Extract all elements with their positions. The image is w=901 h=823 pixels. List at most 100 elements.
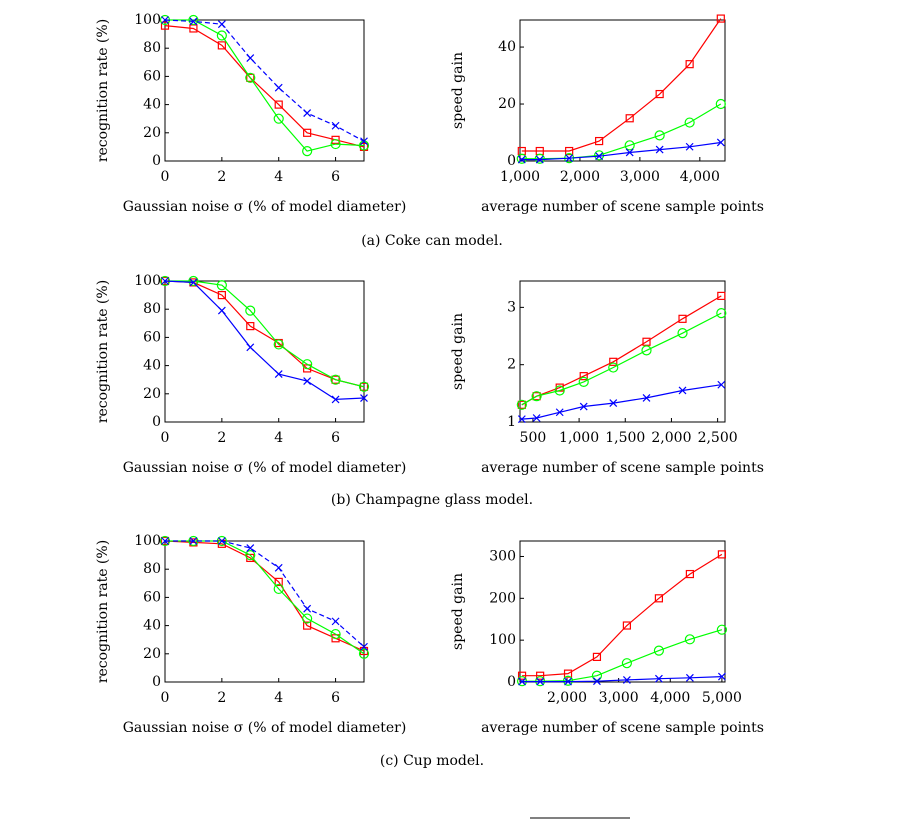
x-axis-label: Gaussian noise σ (% of model diameter) [123, 720, 407, 736]
marker [273, 113, 284, 124]
y-axis-label: recognition rate (%) [95, 280, 111, 423]
series-line [522, 676, 722, 683]
marker [717, 550, 727, 559]
marker [245, 72, 256, 83]
y-tick-label: 0 [152, 674, 161, 690]
marker [274, 563, 283, 572]
marker [591, 670, 603, 681]
y-tick-label: 0 [152, 414, 161, 430]
marker [517, 400, 526, 409]
x-tick-label: 4 [274, 430, 283, 446]
x-tick-label: 3,000 [599, 690, 639, 706]
marker [654, 130, 665, 141]
marker [716, 14, 725, 23]
marker [303, 377, 312, 386]
marker [609, 399, 618, 408]
marker [685, 569, 694, 579]
marker [161, 16, 169, 24]
y-tick-label: 40 [498, 39, 516, 55]
marker [684, 634, 695, 645]
marker [303, 364, 312, 373]
y-tick-label: 40 [143, 97, 161, 113]
marker [330, 374, 341, 385]
plot-frame [164, 280, 365, 423]
y-tick-label: 20 [143, 125, 161, 141]
marker [274, 83, 283, 92]
marker [717, 380, 726, 389]
x-tick-label: 0 [161, 169, 170, 185]
y-axis-label: speed gain [450, 52, 466, 129]
x-tick-label: 0 [161, 430, 170, 446]
plot-frame [519, 280, 726, 423]
marker [621, 658, 632, 669]
plot-frame [164, 19, 365, 162]
marker [274, 100, 283, 109]
marker [678, 386, 687, 395]
x-tick-label: 1,000 [559, 430, 599, 446]
marker [517, 155, 526, 164]
x-tick-label: 2 [217, 690, 226, 706]
marker [331, 395, 340, 404]
x-tick-label: 2,000 [651, 430, 691, 446]
marker [653, 645, 665, 656]
marker [246, 322, 255, 331]
marker [625, 114, 634, 123]
plot-frame [164, 540, 365, 683]
series-line [165, 19, 365, 152]
marker [593, 677, 601, 686]
marker [217, 291, 226, 300]
plot-frame [519, 540, 726, 683]
x-tick-label: 4 [274, 169, 283, 185]
marker [217, 537, 226, 545]
caption: (c) Cup model. [380, 753, 484, 769]
marker [303, 604, 312, 613]
series-line [521, 312, 722, 406]
marker [358, 648, 370, 659]
marker [358, 381, 370, 392]
marker [246, 73, 255, 82]
marker [330, 628, 341, 640]
x-tick-label: 2,000 [547, 690, 587, 706]
marker [555, 408, 564, 417]
marker [655, 145, 664, 154]
marker [685, 142, 694, 151]
marker [518, 677, 526, 686]
x-axis-label: average number of scene sample points [481, 460, 764, 476]
marker [516, 153, 527, 164]
marker [592, 652, 602, 661]
marker [246, 54, 255, 62]
marker [678, 314, 687, 323]
marker [360, 137, 368, 146]
marker [216, 30, 227, 41]
x-tick-label: 4 [274, 690, 283, 706]
x-tick-label: 500 [520, 430, 547, 446]
y-tick-label: 40 [143, 618, 161, 634]
y-axis-label: speed gain [450, 313, 466, 390]
marker [532, 392, 541, 401]
caption: (a) Coke can model. [361, 233, 503, 249]
marker [245, 549, 256, 561]
y-tick-label: 0 [507, 153, 516, 169]
marker [161, 277, 169, 285]
marker [608, 362, 619, 373]
marker [217, 20, 226, 29]
marker [273, 339, 284, 350]
marker [216, 280, 227, 291]
marker [189, 278, 198, 287]
marker [302, 359, 313, 370]
marker [160, 21, 170, 30]
y-tick-label: 100 [134, 273, 161, 289]
caption: (b) Champagne glass model. [331, 492, 533, 508]
marker [595, 152, 604, 161]
series-line [164, 280, 365, 388]
series-line [164, 25, 365, 148]
marker [578, 376, 589, 387]
y-tick-label: 0 [507, 674, 516, 690]
marker [655, 89, 664, 99]
marker [532, 414, 541, 422]
marker [217, 41, 226, 50]
x-axis-label: Gaussian noise σ (% of model diameter) [123, 460, 407, 476]
plot-frame [519, 19, 726, 162]
x-tick-label: 5,000 [702, 690, 742, 706]
marker [302, 146, 313, 157]
